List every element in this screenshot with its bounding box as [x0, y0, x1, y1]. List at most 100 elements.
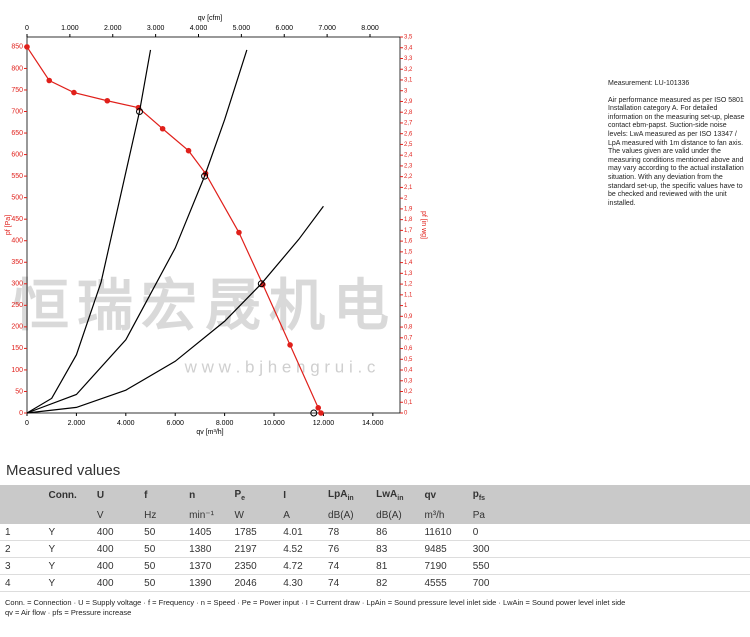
cell-text: 4555 [424, 577, 447, 589]
cell-text: 1390 [189, 577, 212, 589]
cell: 4 [0, 574, 44, 592]
cell-text: 9485 [424, 543, 447, 555]
cell: dB(A) [371, 506, 420, 524]
data-row: 1 Y 400 50 1405 1785 4.01 78 86 11610 0 [0, 524, 750, 541]
cell-text: 4.01 [283, 526, 303, 538]
y-tick-label: 250 [11, 302, 23, 309]
y2-tick-label: 3,5 [404, 35, 413, 41]
x2-tick-label: 1.000 [61, 25, 79, 32]
y2-tick-label: 3,1 [404, 78, 413, 84]
cell: 1405 [184, 524, 230, 541]
marker [46, 77, 53, 84]
cell: 9485 [419, 540, 468, 558]
operating-point [136, 108, 144, 116]
cell-text: 50 [144, 526, 156, 538]
cell-text: 74 [328, 560, 340, 572]
cell-text: Conn. [48, 490, 77, 501]
cell: 86 [371, 524, 420, 541]
cell-text: 50 [144, 543, 156, 555]
cell-sub: e [241, 495, 246, 502]
cell: 550 [467, 557, 750, 575]
cell: 0 [467, 524, 750, 541]
cell-text: qv [424, 490, 437, 501]
cell: 2 [0, 540, 44, 558]
cell: 74 [323, 574, 372, 592]
y-tick-label: 700 [11, 108, 23, 115]
cell-text: n [189, 490, 196, 501]
y2-tick-label: 2,1 [404, 185, 413, 191]
cell-text: 3 [5, 560, 11, 572]
y2-tick-label: 3,3 [404, 56, 413, 62]
marker [318, 410, 324, 416]
cell: A [278, 506, 324, 524]
y2-tick-label: 2,6 [404, 131, 413, 137]
y-tick-label: 350 [11, 259, 23, 266]
cell: 1380 [184, 540, 230, 558]
plot-frame [26, 36, 401, 414]
cell-text: 4 [5, 577, 11, 589]
y2-tick-label: 1 [404, 303, 408, 309]
cell: 50 [139, 524, 185, 541]
cell: 50 [139, 557, 185, 575]
cell-text: 300 [472, 543, 490, 555]
cell-text: I [283, 490, 286, 501]
cell-text: 700 [472, 577, 490, 589]
cell: pfs [467, 485, 750, 506]
data-row: 2 Y 400 50 1380 2197 4.52 76 83 9485 300 [0, 540, 750, 558]
info: Measurement: LU-101336 Air performance m… [608, 80, 746, 208]
y2-tick-label: 0 [404, 411, 408, 417]
cell: 11610 [419, 524, 468, 541]
y2-tick-label: 2,3 [404, 163, 413, 169]
cell-text: 4.30 [283, 577, 303, 589]
cell: U [91, 485, 140, 506]
y2-tick-label: 0,3 [404, 378, 413, 384]
cell: 4.72 [278, 557, 324, 575]
cell [43, 506, 92, 524]
y2-tick-label: 3,4 [404, 45, 413, 51]
legend: Conn. = Connection · U = Supply voltage … [5, 598, 750, 618]
marker [71, 89, 77, 96]
cell: LwAin [371, 485, 420, 506]
y2-tick-label: 0,4 [404, 368, 413, 374]
y2-tick-label: 3,2 [404, 67, 413, 73]
cell: dB(A) [323, 506, 372, 524]
cell: 4.52 [278, 540, 324, 558]
operating-point [201, 172, 209, 180]
y-tick-label: 200 [11, 324, 23, 331]
y-tick-label: 50 [15, 388, 23, 395]
cell-text: dB(A) [376, 509, 402, 521]
y2-tick-label: 2,9 [404, 99, 413, 105]
y-tick-label: 550 [11, 173, 23, 180]
marker [159, 125, 166, 132]
y2-tick-label: 0,7 [404, 335, 413, 341]
x-tick-label: 14.000 [362, 420, 384, 427]
x2-tick-label: 3.000 [147, 25, 165, 32]
y2-tick-label: 1,8 [404, 217, 413, 223]
cell-text: 400 [96, 577, 114, 589]
cell: 7190 [419, 557, 468, 575]
cell-text: LwA [376, 489, 398, 500]
marker [24, 44, 30, 50]
cell: Pa [467, 506, 750, 524]
cell: 50 [139, 540, 185, 558]
y2-tick-label: 1,2 [404, 282, 413, 288]
cell-text: 1380 [189, 543, 212, 555]
cell: 400 [91, 574, 140, 592]
x2-label: qv [cfm] [198, 15, 223, 22]
y2-tick-label: 1,9 [404, 206, 413, 212]
cell: 76 [323, 540, 372, 558]
x-tick-label: 12.000 [313, 420, 335, 427]
x2-tick-label: 5.000 [233, 25, 251, 32]
cell-text: 78 [328, 526, 340, 538]
table-title: Measured values [6, 462, 121, 479]
y-tick-label: 100 [11, 367, 23, 374]
x-tick-label: 10.000 [263, 420, 285, 427]
cell [0, 485, 44, 506]
legend-line: qv = Air flow · pfs = Pressure increase [5, 608, 132, 617]
y-tick-label: 600 [11, 151, 23, 158]
cell: 300 [467, 540, 750, 558]
y2-tick-label: 1,3 [404, 271, 413, 277]
legend-line: Conn. = Connection · U = Supply voltage … [5, 598, 626, 607]
cell-text: 7190 [424, 560, 447, 572]
